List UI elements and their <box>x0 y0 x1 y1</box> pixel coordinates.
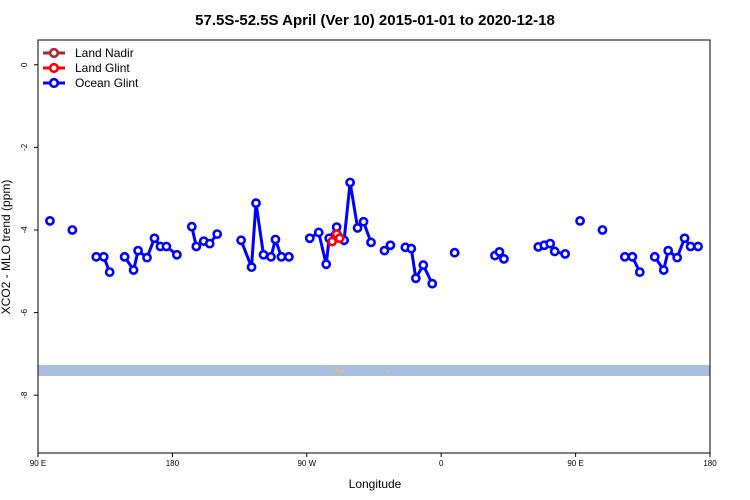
data-point <box>91 251 102 262</box>
y-axis: 0 -2 -4 -6 -8 <box>20 62 38 399</box>
y-tick-label: -8 <box>20 391 29 399</box>
data-point <box>406 243 417 254</box>
series-layer <box>45 177 703 289</box>
y-axis-label: XCO2 - MLO trend (ppm) <box>0 180 13 315</box>
legend-marker <box>48 77 60 89</box>
data-point <box>104 267 115 278</box>
data-point <box>270 234 281 245</box>
data-point <box>334 233 345 244</box>
data-point <box>685 241 696 252</box>
data-point <box>313 227 324 238</box>
plot-frame <box>37 39 711 454</box>
background-band <box>38 365 710 376</box>
data-point <box>345 177 356 188</box>
x-tick-label: 90 E <box>30 459 46 468</box>
series-ocean-glint <box>45 177 703 289</box>
x-tick-label: 90 W <box>297 459 316 468</box>
data-point <box>171 249 182 260</box>
x-axis-label: Longitude <box>349 477 402 491</box>
data-point <box>258 249 269 260</box>
band-speck <box>333 367 335 369</box>
data-point <box>276 251 287 262</box>
x-tick-label: 90 E <box>567 459 583 468</box>
legend-label: Land Glint <box>75 61 130 75</box>
data-point <box>251 198 261 209</box>
y-tick-label: 0 <box>20 62 29 67</box>
x-tick-label: 0 <box>439 459 444 468</box>
data-point <box>204 238 215 249</box>
data-point <box>649 251 660 262</box>
chart-title: 57.5S-52.5S April (Ver 10) 2015-01-01 to… <box>195 12 555 29</box>
data-point <box>128 265 139 275</box>
data-point <box>321 259 332 270</box>
band-speck <box>336 369 338 371</box>
data-point <box>627 251 638 262</box>
data-point <box>327 236 338 247</box>
data-point <box>560 249 571 259</box>
data-point <box>283 251 294 262</box>
data-point <box>663 245 674 256</box>
data-point <box>575 215 585 226</box>
band-speck <box>342 370 344 372</box>
data-point <box>142 252 152 263</box>
legend-label: Ocean Glint <box>75 76 139 90</box>
data-point <box>499 253 509 264</box>
data-point <box>494 246 505 257</box>
x-axis: 90 E 180 90 W 0 90 E 180 <box>30 453 717 468</box>
data-point <box>693 241 703 252</box>
data-point <box>161 241 172 252</box>
data-point <box>619 251 630 262</box>
data-point <box>634 267 645 278</box>
data-point <box>266 251 276 262</box>
data-point <box>133 245 143 256</box>
series-land-glint <box>327 229 345 247</box>
legend-marker <box>48 62 60 74</box>
data-point <box>304 233 315 244</box>
y-tick-label: -4 <box>20 226 29 234</box>
data-point <box>352 223 363 233</box>
band-speck <box>339 371 341 373</box>
data-point <box>597 225 608 235</box>
data-point <box>549 246 560 257</box>
data-point <box>98 251 109 262</box>
data-point <box>45 215 55 226</box>
band-speck <box>387 370 389 372</box>
data-point <box>545 238 556 249</box>
data-point <box>672 252 683 263</box>
data-point <box>358 216 369 227</box>
y-tick-label: -2 <box>20 143 29 151</box>
data-point <box>427 278 438 289</box>
data-point <box>149 233 160 244</box>
data-point <box>449 247 460 258</box>
x-tick-label: 180 <box>703 459 717 468</box>
data-point <box>119 251 130 262</box>
x-tick-label: 180 <box>166 459 180 468</box>
data-point <box>186 221 197 232</box>
data-point <box>236 235 246 246</box>
data-point <box>191 241 202 252</box>
data-point <box>658 265 669 275</box>
data-point <box>366 237 376 248</box>
data-point <box>212 229 223 240</box>
data-point <box>379 245 390 256</box>
data-point <box>385 240 396 251</box>
data-point <box>246 262 257 273</box>
data-point <box>679 233 690 244</box>
legend-marker <box>48 47 60 59</box>
data-point <box>67 225 78 235</box>
data-point <box>410 273 421 284</box>
band-rect <box>38 365 710 376</box>
legend-label: Land Nadir <box>75 46 134 60</box>
data-point <box>418 260 429 270</box>
y-tick-label: -6 <box>20 308 29 316</box>
